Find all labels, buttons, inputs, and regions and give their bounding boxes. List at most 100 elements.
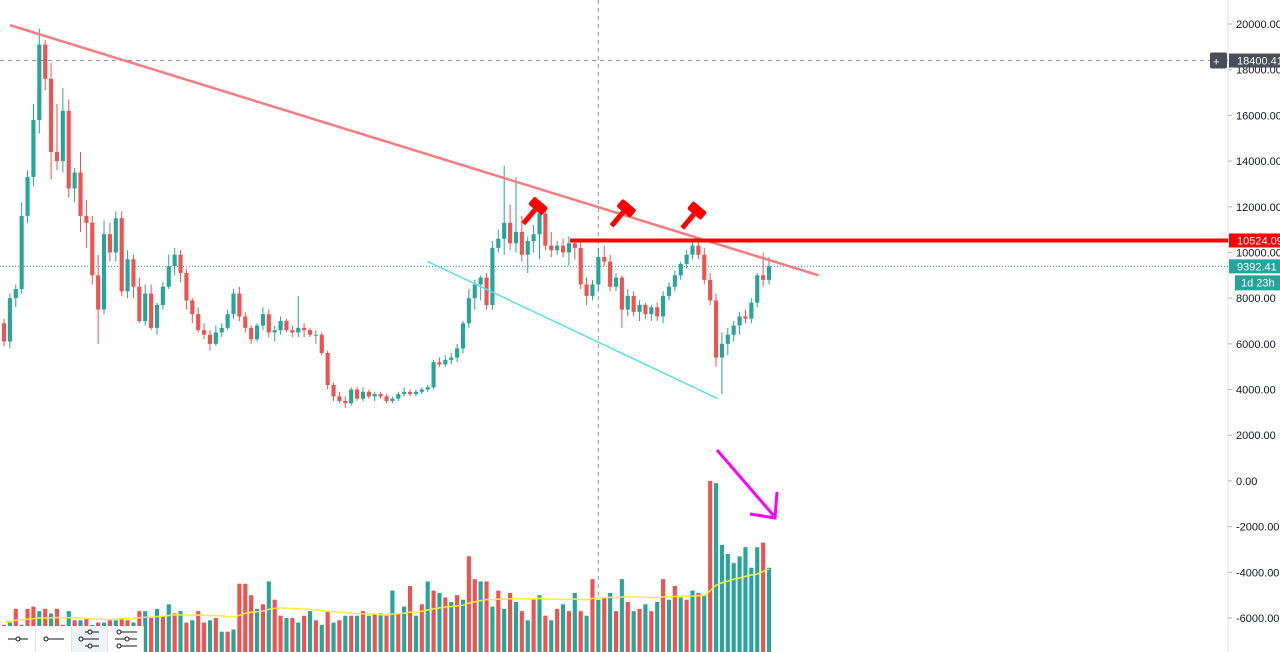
volume-bar	[349, 615, 354, 652]
volume-bar	[702, 595, 707, 652]
candle-body	[184, 273, 189, 301]
candle-body	[225, 314, 230, 328]
volume-bar	[631, 611, 636, 652]
candle-body	[490, 247, 495, 306]
volume-bar	[619, 579, 624, 652]
volume-bar	[602, 597, 607, 652]
y-tick-label: 8000.00	[1236, 293, 1276, 305]
volume-bar	[572, 592, 577, 652]
candle-body	[460, 323, 466, 349]
volume-bar	[578, 611, 583, 652]
volume-bar	[372, 613, 377, 652]
volume-bar	[325, 611, 330, 652]
candle-body	[661, 295, 666, 317]
volume-bar	[449, 602, 454, 652]
volume-bar	[766, 567, 772, 652]
volume-bar	[484, 581, 489, 652]
candle-body	[678, 263, 683, 276]
candle-body	[643, 305, 648, 315]
candle-body	[766, 266, 772, 280]
candle-body	[90, 222, 95, 276]
candle-body	[478, 277, 483, 285]
pitchfork-modified-tool-button[interactable]	[108, 626, 144, 652]
candle-body	[696, 245, 701, 255]
volume-bar	[431, 590, 436, 652]
candle-body	[319, 334, 324, 353]
candle-body	[731, 325, 736, 335]
volume-bar	[290, 618, 295, 652]
volume-bar	[178, 611, 183, 652]
candle-body	[513, 231, 519, 244]
y-tick-label: -2000.00	[1236, 522, 1279, 534]
volume-bar	[384, 615, 389, 652]
candle-body	[296, 327, 301, 333]
candle-body	[54, 151, 60, 162]
last-price-tag-countdown: 1d 23h	[1241, 277, 1275, 289]
volume-bar	[196, 611, 201, 652]
candle-body	[384, 396, 389, 401]
y-tick-label: -4000.00	[1236, 567, 1279, 579]
candle-body	[254, 325, 260, 340]
volume-bar	[213, 618, 218, 652]
descending-resistance-trendline[interactable]	[9, 23, 819, 277]
ray-tool-button[interactable]	[36, 626, 72, 652]
y-tick-label: 12000.00	[1236, 202, 1280, 214]
volume-bar	[666, 599, 672, 652]
candle-body	[531, 234, 536, 242]
pitchfork-tool-button[interactable]	[72, 626, 108, 652]
candle-body	[84, 215, 89, 223]
volume-bar	[390, 590, 395, 652]
volume-bar	[496, 590, 501, 652]
candle-body	[755, 275, 760, 303]
candle-body	[749, 302, 754, 319]
candle-body	[613, 277, 619, 287]
volume-bar	[531, 599, 536, 652]
volume-trend-arrow	[715, 449, 776, 517]
volume-bar	[519, 611, 524, 652]
descending-support-trendline[interactable]	[427, 260, 719, 400]
y-tick-label: 4000.00	[1236, 385, 1276, 397]
candle-body	[119, 218, 124, 292]
candle-body	[313, 334, 318, 336]
candle-body	[549, 245, 554, 251]
candle-body	[243, 316, 248, 328]
candle-body	[602, 257, 607, 262]
volume-bar	[231, 629, 236, 652]
candle-body	[13, 289, 18, 299]
volume-bar	[284, 618, 289, 652]
candle-body	[366, 391, 371, 397]
candle-body	[413, 391, 418, 395]
crosshair-price-tag-bg	[1229, 53, 1280, 68]
volume-bar	[560, 604, 566, 652]
ray-tool-icon	[43, 636, 64, 642]
volume-bar	[249, 595, 254, 652]
candle-body	[672, 275, 677, 287]
candle-body	[625, 295, 630, 310]
volume-bar	[296, 622, 301, 652]
candle-body	[560, 245, 566, 253]
volume-bar	[149, 618, 154, 652]
volume-bar	[466, 556, 471, 652]
volume-moving-average	[3, 568, 770, 624]
line-tool-button[interactable]	[0, 626, 36, 652]
candle-body	[631, 295, 636, 312]
gavel-icon	[680, 201, 707, 230]
candle-body	[7, 298, 12, 342]
candle-body	[31, 119, 36, 178]
volume-bar	[219, 631, 224, 652]
candle-body	[555, 245, 560, 251]
plus-icon: +	[1213, 57, 1219, 69]
candle-body	[78, 172, 83, 216]
add-alert-button[interactable]	[1210, 52, 1227, 69]
gavel-icon	[609, 199, 636, 228]
volume-bar	[313, 620, 318, 652]
volume-bar	[437, 592, 442, 652]
volume-bar	[207, 620, 213, 652]
candle-body	[443, 359, 448, 365]
candle-body	[484, 277, 489, 306]
volume-bar	[237, 583, 242, 652]
candle-body	[207, 334, 213, 344]
candle-body	[60, 110, 65, 162]
